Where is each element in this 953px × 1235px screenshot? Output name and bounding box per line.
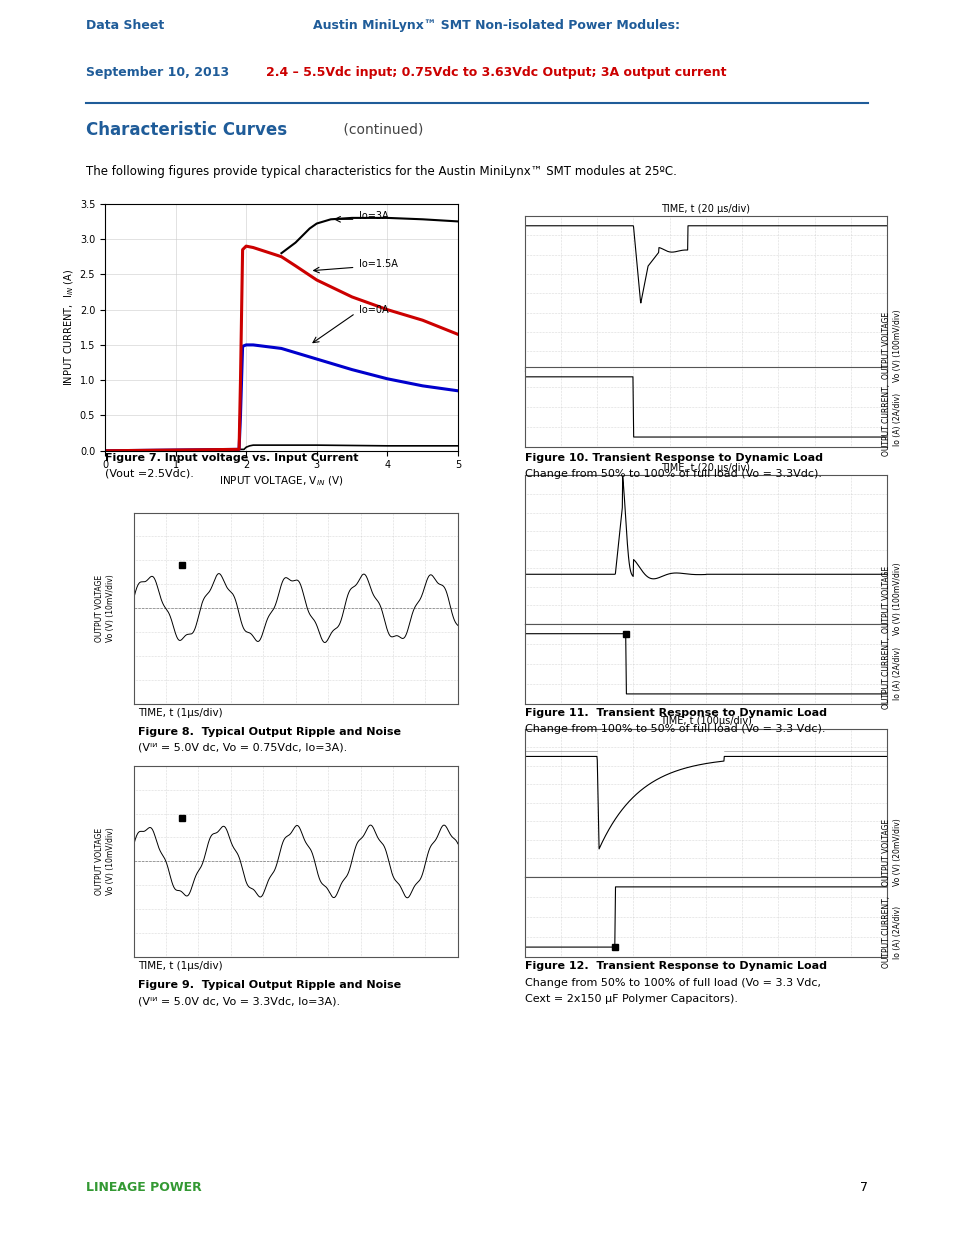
Text: Data Sheet: Data Sheet (86, 20, 164, 32)
Text: The following figures provide typical characteristics for the Austin MiniLynx™ S: The following figures provide typical ch… (86, 165, 676, 178)
Text: LINEAGE POWER: LINEAGE POWER (86, 1181, 201, 1193)
Text: OUTPUT CURRENT,
Io (A) (2A/div): OUTPUT CURRENT, Io (A) (2A/div) (882, 384, 901, 456)
Text: Figure 12.  Transient Response to Dynamic Load: Figure 12. Transient Response to Dynamic… (524, 962, 826, 972)
X-axis label: INPUT VOLTAGE, V$_{IN}$ (V): INPUT VOLTAGE, V$_{IN}$ (V) (219, 474, 343, 488)
Text: 2.4 – 5.5Vdc input; 0.75Vdc to 3.63Vdc Output; 3A output current: 2.4 – 5.5Vdc input; 0.75Vdc to 3.63Vdc O… (266, 65, 725, 79)
Text: Io=3A: Io=3A (358, 211, 388, 221)
Title: TIME, t (100μs/div): TIME, t (100μs/div) (659, 716, 751, 726)
Text: Figure 10. Transient Response to Dynamic Load: Figure 10. Transient Response to Dynamic… (524, 453, 821, 463)
Text: September 10, 2013: September 10, 2013 (86, 65, 229, 79)
Y-axis label: INPUT CURRENT,  I$_{IN}$ (A): INPUT CURRENT, I$_{IN}$ (A) (62, 269, 75, 385)
Text: 7: 7 (860, 1181, 867, 1193)
Title: TIME, t (20 μs/div): TIME, t (20 μs/div) (660, 463, 750, 473)
Text: Characteristic Curves: Characteristic Curves (86, 121, 287, 138)
Text: TIME, t (1μs/div): TIME, t (1μs/div) (138, 709, 223, 719)
Text: Change from 100% to 50% of full load (Vo = 3.3 Vdc).: Change from 100% to 50% of full load (Vo… (524, 725, 824, 735)
Text: Change from 50% to 100% of full load (Vo = 3.3 Vdc,: Change from 50% to 100% of full load (Vo… (524, 978, 820, 988)
Text: OUTPUT CURRENT,
Io (A) (2A/div): OUTPUT CURRENT, Io (A) (2A/div) (882, 637, 901, 709)
Text: OUTPUT VOLTAGE
Vo (V) (10mV/div): OUTPUT VOLTAGE Vo (V) (10mV/div) (95, 574, 114, 642)
Text: OUTPUT CURRENT,
Io (A) (2A/div): OUTPUT CURRENT, Io (A) (2A/div) (882, 897, 901, 968)
Text: OUTPUT VOLTAGE
Vo (V) (10mV/div): OUTPUT VOLTAGE Vo (V) (10mV/div) (95, 827, 114, 895)
Text: OUTPUT VOLTAGE
Vo (V) (100mV/div): OUTPUT VOLTAGE Vo (V) (100mV/div) (882, 310, 901, 382)
Text: (continued): (continued) (338, 122, 422, 137)
Text: (Vout =2.5Vdc).: (Vout =2.5Vdc). (105, 469, 193, 479)
Text: Figure 8.  Typical Output Ripple and Noise: Figure 8. Typical Output Ripple and Nois… (138, 727, 401, 737)
Text: Figure 9.  Typical Output Ripple and Noise: Figure 9. Typical Output Ripple and Nois… (138, 981, 401, 990)
Text: Figure 7. Input voltage vs. Input Current: Figure 7. Input voltage vs. Input Curren… (105, 453, 358, 463)
Text: Cext = 2x150 μF Polymer Capacitors).: Cext = 2x150 μF Polymer Capacitors). (524, 994, 737, 1004)
Text: Austin MiniLynx™ SMT Non-isolated Power Modules:: Austin MiniLynx™ SMT Non-isolated Power … (313, 20, 679, 32)
Text: (Vᴵᴻ = 5.0V dc, Vo = 3.3Vdc, Io=3A).: (Vᴵᴻ = 5.0V dc, Vo = 3.3Vdc, Io=3A). (138, 997, 340, 1007)
Text: Change from 50% to 100% of full load (Vo = 3.3Vdc).: Change from 50% to 100% of full load (Vo… (524, 469, 821, 479)
Text: TIME, t (1μs/div): TIME, t (1μs/div) (138, 962, 223, 972)
Text: OUTPUT VOLTAGE
Vo (V) (100mV/div): OUTPUT VOLTAGE Vo (V) (100mV/div) (882, 563, 901, 635)
Text: OUTPUT VOLTAGE
Vo (V) (20mV/div): OUTPUT VOLTAGE Vo (V) (20mV/div) (882, 819, 901, 885)
Text: Io=0A: Io=0A (358, 305, 388, 315)
Text: Figure 11.  Transient Response to Dynamic Load: Figure 11. Transient Response to Dynamic… (524, 709, 826, 719)
Text: (Vᴵᴻ = 5.0V dc, Vo = 0.75Vdc, Io=3A).: (Vᴵᴻ = 5.0V dc, Vo = 0.75Vdc, Io=3A). (138, 743, 347, 753)
Text: Io=1.5A: Io=1.5A (358, 259, 397, 269)
Title: TIME, t (20 μs/div): TIME, t (20 μs/div) (660, 204, 750, 214)
